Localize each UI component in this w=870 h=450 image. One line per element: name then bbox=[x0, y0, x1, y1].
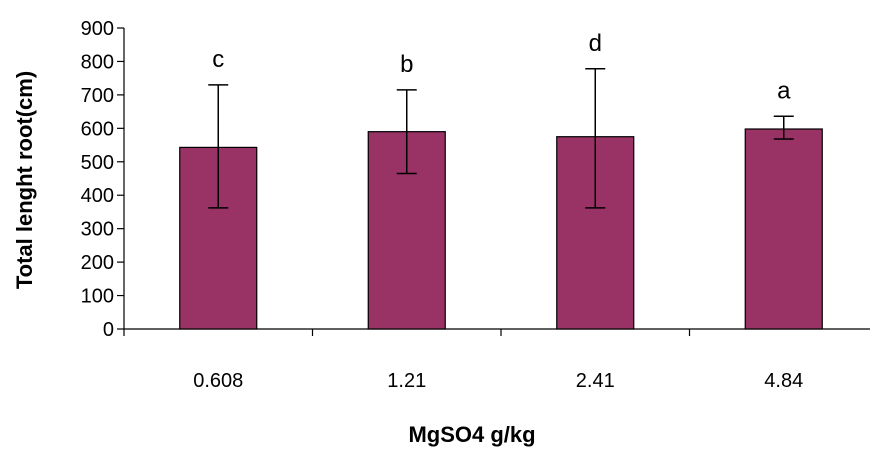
x-axis: 0.608 1.21 2.41 4.84 bbox=[124, 329, 870, 392]
y-tick-label: 900 bbox=[81, 18, 114, 40]
significance-label: d bbox=[589, 30, 602, 57]
y-tick-label: 0 bbox=[103, 319, 114, 341]
y-axis: 0 100 200 300 400 500 600 700 800 900 bbox=[81, 18, 124, 341]
y-tick-label: 500 bbox=[81, 152, 114, 174]
bars bbox=[180, 129, 823, 329]
y-tick-label: 400 bbox=[81, 185, 114, 207]
y-tick-label: 600 bbox=[81, 118, 114, 140]
y-tick-label: 200 bbox=[81, 252, 114, 274]
significance-label: a bbox=[777, 77, 791, 104]
y-tick-label: 100 bbox=[81, 286, 114, 308]
significance-labels: c b d a bbox=[212, 30, 791, 104]
x-tick-label: 1.21 bbox=[387, 370, 426, 392]
significance-label: c bbox=[212, 46, 224, 73]
x-tick-label: 4.84 bbox=[764, 370, 803, 392]
significance-label: b bbox=[400, 51, 413, 78]
y-tick-label: 800 bbox=[81, 51, 114, 73]
x-tick-label: 2.41 bbox=[576, 370, 615, 392]
y-tick-label: 300 bbox=[81, 219, 114, 241]
error-bars bbox=[208, 69, 794, 208]
x-axis-title: MgSO4 g/kg bbox=[408, 422, 535, 447]
x-tick-label: 0.608 bbox=[193, 370, 243, 392]
y-tick-label: 700 bbox=[81, 85, 114, 107]
y-axis-title: Total lenght root(cm) bbox=[12, 71, 37, 289]
bar bbox=[745, 129, 822, 329]
